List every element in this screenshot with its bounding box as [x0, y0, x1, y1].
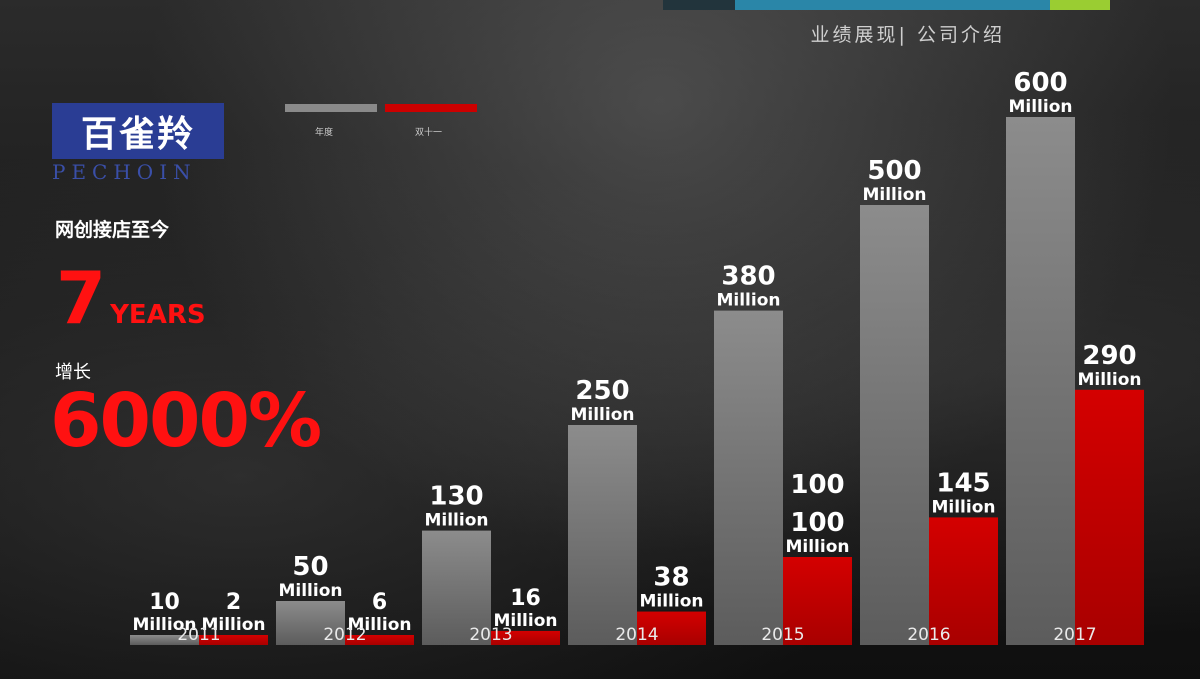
growth-label: 增长 — [55, 362, 91, 383]
top-accent-dark — [663, 0, 735, 10]
bar-double11-2013 — [491, 630, 560, 645]
x-tick-2017: 2017 — [1053, 625, 1096, 645]
label-annual-2017-unit: Million — [1008, 97, 1072, 117]
growth-value: 6000% — [50, 378, 322, 464]
bar-annual-2016 — [860, 205, 929, 645]
bar-double11-2017 — [1075, 389, 1144, 645]
bar-double11-2016 — [929, 517, 998, 645]
bar-annual-2014 — [568, 425, 637, 645]
section-header: 业绩展现| 公司介绍 — [810, 24, 1005, 46]
years-number: 7 — [56, 256, 107, 340]
label-double11-2015-unit: Million — [785, 537, 849, 557]
bar-annual-2017 — [1006, 117, 1075, 645]
since-label: 网创接店至今 — [55, 219, 170, 241]
bar-double11-2015 — [783, 557, 852, 645]
label-annual-2015-unit: Million — [716, 291, 780, 311]
label-annual-2012-unit: Million — [278, 581, 342, 601]
legend-annual: 年度 — [285, 104, 377, 138]
top-accent-blue — [735, 0, 1050, 10]
x-tick-2014: 2014 — [615, 625, 658, 645]
label-annual-2013-unit: Million — [424, 511, 488, 531]
label-double11-2017-unit: Million — [1077, 370, 1141, 390]
label-annual-2014-value: 250 — [575, 376, 629, 406]
legend-annual-swatch — [285, 104, 377, 112]
brand-logo: 百雀羚 — [52, 103, 224, 159]
label-double11-2016-value: 145 — [936, 468, 990, 498]
legend-double11-swatch — [385, 104, 477, 112]
years-unit: YEARS — [110, 300, 206, 330]
label-annual-2014-unit: Million — [570, 405, 634, 425]
legend-annual-label: 年度 — [315, 128, 334, 138]
label-double11-2013-value: 16 — [510, 586, 541, 611]
bar-annual-2013 — [422, 530, 491, 645]
label-annual-2015-value: 380 — [721, 262, 775, 292]
top-accent-green — [1050, 0, 1110, 10]
label-double11-2015-value: 100 — [790, 508, 844, 538]
label-annual-2011-value: 10 — [149, 590, 180, 615]
label-annual-2013-value: 130 — [429, 482, 483, 512]
label-annual-2012-value: 50 — [292, 552, 328, 582]
bar-annual-2015 — [714, 310, 783, 645]
bar-double11-2012 — [345, 635, 414, 645]
years-stat: 7 YEARS — [56, 262, 206, 334]
label-annual-2016-unit: Million — [862, 185, 926, 205]
x-tick-2011: 2011 — [177, 625, 220, 645]
bar-annual-2011 — [130, 635, 199, 645]
label-double11-2014-value: 38 — [653, 563, 689, 593]
bar-annual-2012 — [276, 601, 345, 645]
label-double11-2013-unit: Million — [493, 611, 557, 631]
label-double11-2016-unit: Million — [931, 497, 995, 517]
legend-double11-label: 双十一 — [415, 128, 443, 138]
x-tick-2015: 2015 — [761, 625, 804, 645]
x-tick-2016: 2016 — [907, 625, 950, 645]
label-double11-2012-value: 6 — [372, 590, 387, 615]
extra-label-2015: 100 — [790, 470, 844, 500]
label-double11-2017-value: 290 — [1082, 341, 1136, 371]
bar-double11-2014 — [637, 611, 706, 645]
x-tick-2012: 2012 — [323, 625, 366, 645]
label-annual-2017-value: 600 — [1013, 68, 1067, 98]
label-double11-2011-value: 2 — [226, 590, 241, 615]
legend-double11: 双十一 — [385, 104, 477, 138]
label-annual-2016-value: 500 — [867, 156, 921, 186]
bar-double11-2011 — [199, 635, 268, 645]
brand-latin: PECHOIN — [52, 160, 197, 184]
label-annual-2011-unit: Million — [132, 615, 196, 635]
x-tick-2013: 2013 — [469, 625, 512, 645]
label-double11-2012-unit: Million — [347, 615, 411, 635]
label-double11-2014-unit: Million — [639, 592, 703, 612]
label-double11-2011-unit: Million — [201, 615, 265, 635]
